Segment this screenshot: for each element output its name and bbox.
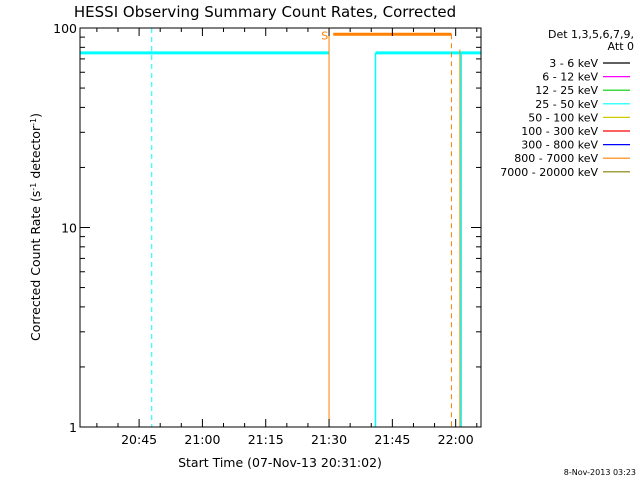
plot-lines: S	[80, 28, 482, 427]
chart-title: HESSI Observing Summary Count Rates, Cor…	[74, 3, 456, 21]
plot-frame	[79, 27, 482, 428]
y-axis-label-prefix: Corrected Count Rate (s	[28, 191, 43, 341]
y-tick-label: 1	[69, 420, 77, 435]
legend-label: 800 - 7000 keV	[514, 152, 598, 165]
x-tick-label: 20:45	[121, 432, 157, 447]
x-tick-label: 21:30	[311, 432, 347, 447]
legend-label: 6 - 12 keV	[542, 71, 598, 84]
x-tick-label: 21:15	[248, 432, 284, 447]
legend-label: 50 - 100 keV	[528, 111, 598, 124]
y-tick-label: 10	[61, 221, 77, 236]
y-tick-label: 100	[53, 21, 77, 36]
x-tick-label: 21:45	[374, 432, 410, 447]
y-axis-label-sup2: -1	[29, 118, 38, 126]
legend-label: 12 - 25 keV	[535, 84, 598, 97]
axis-ticks: 20:45 21:00 21:15 21:30 21:45 22:00 1 10 100	[53, 21, 481, 447]
x-axis-label: Start Time (07-Nov-13 20:31:02)	[178, 455, 382, 470]
legend-label: 300 - 800 keV	[521, 139, 598, 152]
saa-marker: S	[321, 29, 328, 42]
x-tick-label: 21:00	[184, 432, 220, 447]
legend-label: 25 - 50 keV	[535, 98, 598, 111]
legend-header-1: Det 1,3,5,6,7,9,	[548, 28, 634, 41]
x-tick-label: 22:00	[438, 432, 474, 447]
legend-label: 3 - 6 keV	[549, 57, 598, 70]
y-axis-label-mid: detector	[28, 125, 43, 183]
legend-label: 7000 - 20000 keV	[500, 166, 598, 179]
y-axis-label-sup1: -1	[29, 183, 38, 191]
legend-label: 100 - 300 keV	[521, 125, 598, 138]
y-axis-label: Corrected Count Rate (s-1 detector-1)	[28, 113, 43, 341]
y-axis-label-suffix: )	[28, 113, 43, 118]
legend-header-2: Att 0	[608, 40, 634, 53]
footer-timestamp: 8-Nov-2013 03:23	[564, 468, 636, 477]
